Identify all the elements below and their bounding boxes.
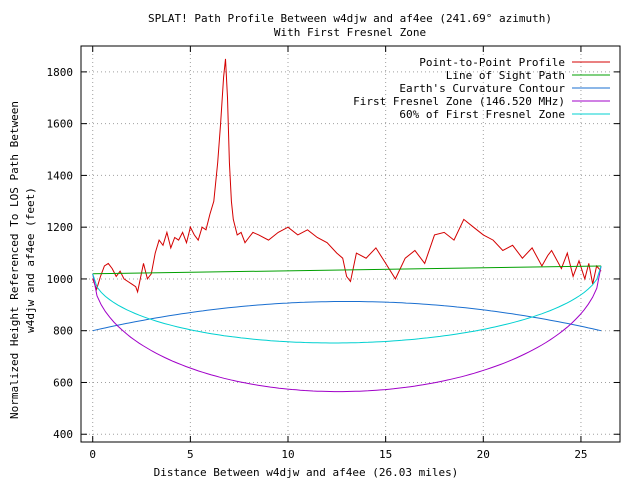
legend-label: First Fresnel Zone (146.520 MHz)	[353, 95, 565, 108]
plot-frame	[80, 45, 621, 443]
y-tick-label: 400	[53, 428, 73, 441]
legend-label: Line of Sight Path	[446, 69, 565, 82]
y-tick-label: 1000	[47, 273, 74, 286]
x-tick-label: 25	[574, 448, 587, 461]
y-tick-label: 1200	[47, 221, 74, 234]
y-tick-label: 800	[53, 325, 73, 338]
x-tick-label: 15	[379, 448, 392, 461]
x-tick-label: 5	[187, 448, 194, 461]
x-tick-label: 0	[89, 448, 96, 461]
y-tick-label: 600	[53, 376, 73, 389]
y-axis-label-line2: w4djw and af4ee (feet)	[24, 187, 37, 333]
legend-label: 60% of First Fresnel Zone	[399, 108, 565, 121]
y-tick-label: 1600	[47, 118, 74, 131]
y-tick-label: 1400	[47, 169, 74, 182]
los-line	[92, 265, 602, 275]
y-axis-label-line1: Normalized Height Referenced To LOS Path…	[8, 101, 21, 419]
fresnel60-line	[92, 265, 602, 344]
x-tick-label: 20	[477, 448, 490, 461]
chart-title-line1: SPLAT! Path Profile Between w4djw and af…	[148, 12, 552, 25]
x-tick-label: 10	[281, 448, 294, 461]
chart-title-line2: With First Fresnel Zone	[274, 26, 426, 39]
curvature-line	[92, 301, 602, 332]
tick-layer: 0 5 10 15 20 25 400 600 800 1000 1200 1400 1600 1800	[47, 46, 620, 461]
legend-label: Earth's Curvature Contour	[399, 82, 565, 95]
y-tick-label: 1800	[47, 66, 74, 79]
fresnel-line	[92, 265, 602, 393]
profile-line	[92, 58, 602, 294]
x-axis-label: Distance Between w4djw and af4ee (26.03 …	[154, 466, 459, 479]
series-layer	[92, 58, 602, 393]
legend-label: Point-to-Point Profile	[419, 56, 565, 69]
